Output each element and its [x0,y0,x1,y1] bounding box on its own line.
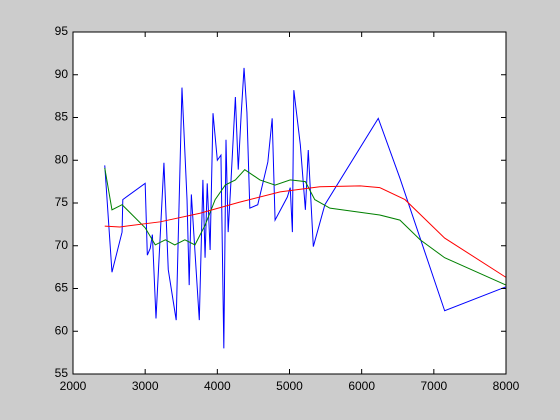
x-tick-label: 6000 [348,379,375,393]
y-tick-label: 55 [55,366,69,380]
x-tick-label: 2000 [60,379,87,393]
x-tick-label: 8000 [493,379,520,393]
data-line [104,167,507,286]
y-tick-label: 65 [55,281,69,295]
data-line [104,67,507,349]
x-tick-label: 5000 [276,379,303,393]
x-tick-label: 7000 [420,379,447,393]
plot-area [73,32,506,374]
y-tick-label: 75 [55,195,69,209]
data-line [104,185,507,278]
y-tick-label: 95 [55,24,69,38]
x-tick-label: 3000 [132,379,159,393]
y-tick-label: 85 [55,110,69,124]
y-tick-label: 90 [55,67,69,81]
y-tick-label: 70 [55,238,69,252]
y-tick-label: 60 [55,323,69,337]
y-tick-label: 80 [55,152,69,166]
x-tick-label: 4000 [204,379,231,393]
plot-content [104,67,507,349]
